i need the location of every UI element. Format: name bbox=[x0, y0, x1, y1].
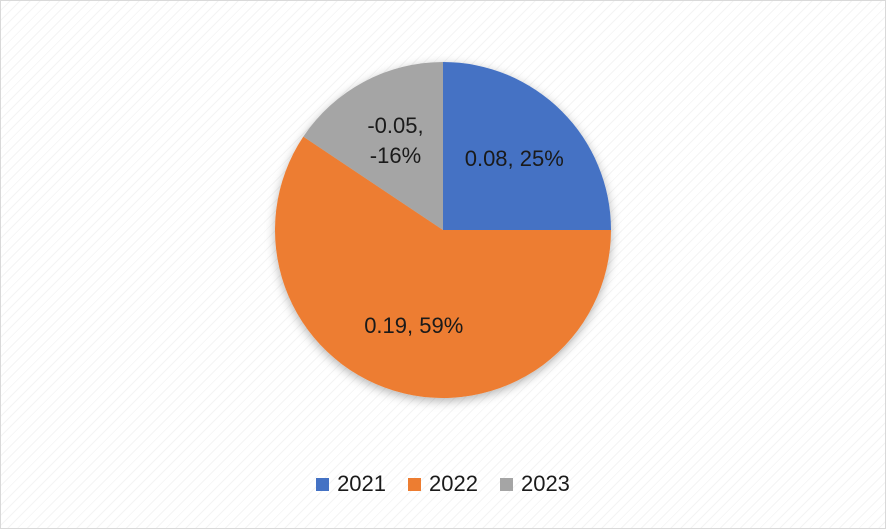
legend-swatch bbox=[408, 477, 422, 491]
legend-swatch bbox=[316, 477, 330, 491]
slice bbox=[303, 62, 443, 230]
legend-label: 2021 bbox=[337, 471, 387, 496]
legend-item: 2021 bbox=[316, 471, 386, 497]
data-label: 0.19, 59% bbox=[364, 313, 464, 339]
legend-swatch bbox=[499, 477, 513, 491]
legend-label: 2023 bbox=[520, 471, 570, 496]
data-label: -0.05, -16% bbox=[367, 113, 424, 169]
slice bbox=[275, 136, 611, 399]
slice bbox=[443, 62, 611, 230]
data-label: 0.08, 25% bbox=[464, 145, 564, 171]
legend: 2021 2022 2023 bbox=[1, 471, 885, 497]
legend-label: 2022 bbox=[429, 471, 478, 496]
legend-item: 2023 bbox=[499, 471, 570, 497]
legend-item: 2022 bbox=[408, 471, 478, 497]
slices bbox=[275, 62, 611, 399]
